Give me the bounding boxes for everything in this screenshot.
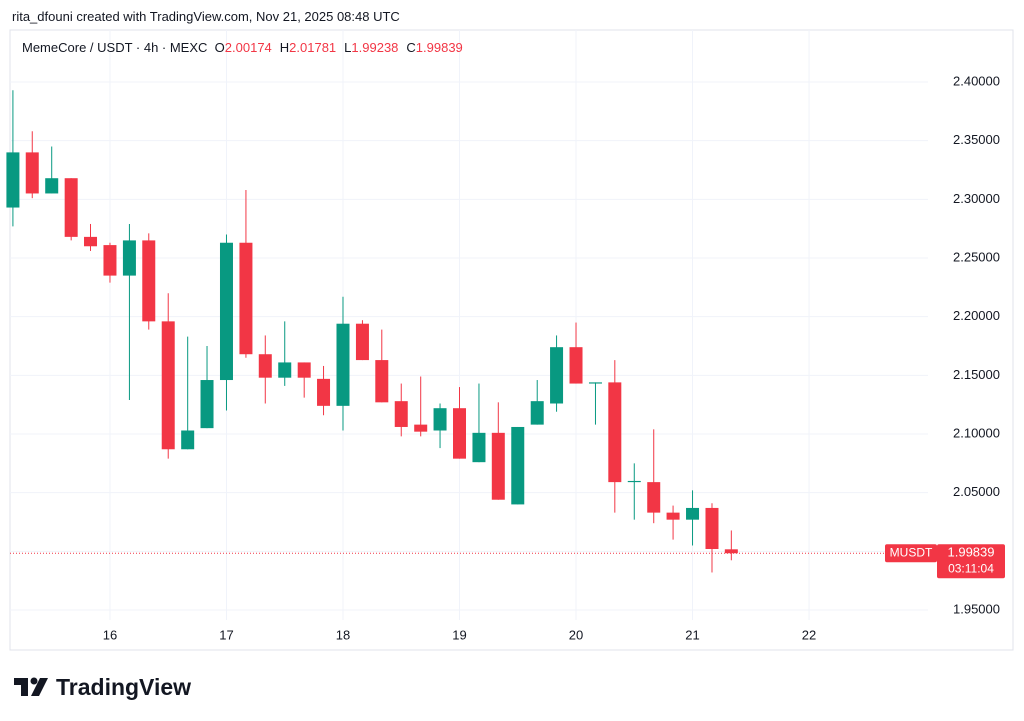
y-tick-label: 2.05000 xyxy=(953,484,1000,499)
ohlc-key: C xyxy=(406,40,416,55)
ohlc-legend: MemeCore / USDT · 4h · MEXC O2.00174 H2.0… xyxy=(22,40,471,55)
x-tick-label: 21 xyxy=(685,627,699,642)
candle-body xyxy=(336,323,350,406)
x-tick-label: 17 xyxy=(219,627,233,642)
x-tick-label: 18 xyxy=(336,627,350,642)
candle-body xyxy=(550,347,564,404)
price-tag-countdown: 03:11:04 xyxy=(948,561,994,575)
candle-body xyxy=(297,362,311,378)
ohlc-key: L xyxy=(344,40,352,55)
y-tick-label: 1.95000 xyxy=(953,601,1000,616)
symbol-title: MemeCore / USDT · 4h · MEXC xyxy=(22,40,208,55)
x-tick-label: 22 xyxy=(802,627,816,642)
candle-body xyxy=(394,401,408,427)
candle-body xyxy=(588,382,602,384)
candle-body xyxy=(64,178,78,237)
candle-body xyxy=(569,347,583,384)
candle-body xyxy=(200,380,214,429)
candle-body xyxy=(453,408,467,459)
chart-frame xyxy=(9,29,1014,651)
candle-body xyxy=(472,432,486,463)
candle-body xyxy=(239,242,253,355)
y-tick-label: 2.40000 xyxy=(953,73,1000,88)
candle-body xyxy=(122,240,136,276)
candle-body xyxy=(414,424,428,432)
ohlc-value: 2.00174 xyxy=(224,40,272,55)
candle-body xyxy=(647,482,661,513)
symbol-tag-label: MUSDT xyxy=(890,545,933,559)
ohlc-key: O xyxy=(214,40,225,55)
candle-body xyxy=(608,382,622,483)
candle-body xyxy=(219,242,233,381)
attribution: rita_dfouni created with TradingView.com… xyxy=(12,9,400,24)
brand: TradingView xyxy=(56,674,192,700)
x-tick-label: 19 xyxy=(452,627,466,642)
ohlc-key: H xyxy=(279,40,290,55)
candle-body xyxy=(724,549,738,554)
x-tick-label: 20 xyxy=(569,627,583,642)
candle-body xyxy=(25,152,39,194)
candle-body xyxy=(433,408,447,431)
candle-body xyxy=(627,480,641,483)
candle-body xyxy=(142,240,156,322)
candle-body xyxy=(705,507,719,550)
candle-body xyxy=(511,426,525,505)
candle-body xyxy=(666,512,680,520)
candle-body xyxy=(355,323,369,361)
y-tick-label: 2.10000 xyxy=(953,425,1000,440)
symbol-tag xyxy=(885,544,937,563)
price-tag xyxy=(937,544,1005,579)
candle-body xyxy=(103,245,117,276)
y-tick-label: 2.30000 xyxy=(953,191,1000,206)
logo-icon xyxy=(14,677,48,696)
candle-body xyxy=(317,378,331,406)
candle-body xyxy=(278,362,292,378)
ohlc-value: 2.01781 xyxy=(289,40,337,55)
y-tick-label: 2.20000 xyxy=(953,308,1000,323)
x-tick-label: 16 xyxy=(103,627,117,642)
candle-body xyxy=(6,152,20,208)
candle-body xyxy=(84,236,98,247)
candle-body xyxy=(161,321,175,450)
candle-body xyxy=(530,401,544,425)
y-tick-label: 2.35000 xyxy=(953,132,1000,147)
candle-body xyxy=(686,507,700,520)
candle-body xyxy=(258,354,272,378)
candle-body xyxy=(375,360,389,403)
candle-body xyxy=(181,430,195,450)
price-tag-value: 1.99839 xyxy=(948,545,995,560)
y-tick-label: 2.15000 xyxy=(953,367,1000,382)
ohlc-value: 1.99238 xyxy=(351,40,399,55)
candle-body xyxy=(491,432,505,500)
ohlc-value: 1.99839 xyxy=(415,40,463,55)
candle-body xyxy=(45,178,59,194)
y-tick-label: 2.25000 xyxy=(953,249,1000,264)
